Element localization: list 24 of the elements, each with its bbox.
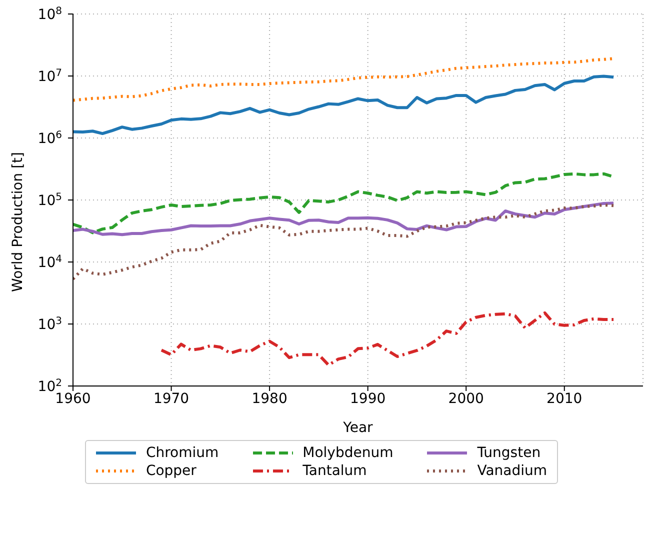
x-tick-label: 2010 <box>546 390 582 407</box>
legend-label: Tantalum <box>302 463 367 479</box>
line-series <box>73 204 616 281</box>
x-axis-title: Year <box>342 420 374 436</box>
y-tick-label: 10$^{4}$ <box>38 254 62 271</box>
y-tick-label: 10$^{6}$ <box>38 130 62 147</box>
legend-label: Vanadium <box>477 463 548 479</box>
legend-label: Molybdenum <box>302 445 394 461</box>
line-series <box>73 74 616 136</box>
y-tick-label: 10$^{7}$ <box>38 68 62 85</box>
y-tick-label: 10$^{5}$ <box>38 192 62 209</box>
legend-label: Tungsten <box>477 445 541 461</box>
x-tick-label: 1980 <box>252 390 288 407</box>
legend-label: Chromium <box>146 445 219 461</box>
x-tick-label: 1960 <box>55 390 91 407</box>
x-tick-label: 1990 <box>350 390 386 407</box>
y-tick-label: 10$^{3}$ <box>38 316 62 333</box>
x-tick-label: 1970 <box>153 390 190 407</box>
line-series <box>73 202 616 236</box>
x-tick-label: 2000 <box>448 390 484 407</box>
line-series <box>160 311 616 367</box>
y-tick-label: 10$^{8}$ <box>38 6 62 23</box>
y-axis-title: World Production [t] <box>10 152 26 292</box>
legend-label: Copper <box>146 463 196 479</box>
